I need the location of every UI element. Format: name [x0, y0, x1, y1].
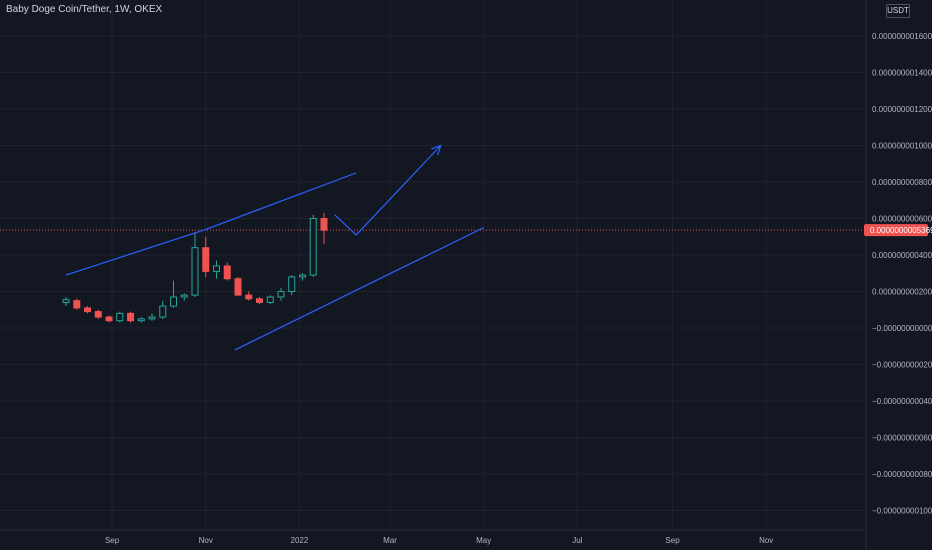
upper-channel-line[interactable]: [65, 172, 357, 276]
candle-body: [255, 298, 263, 303]
candle[interactable]: [137, 317, 145, 323]
candle-body: [62, 299, 70, 303]
candle-body: [288, 276, 296, 292]
candle-body: [309, 218, 317, 276]
candle-body: [170, 296, 178, 307]
candle-body: [73, 300, 81, 309]
time-tick-label: Nov: [199, 536, 213, 545]
time-tick-label: May: [476, 536, 491, 545]
candle[interactable]: [73, 298, 81, 310]
price-tick-label: −0.0000000008000: [872, 470, 932, 479]
time-tick-label: 2022: [291, 536, 309, 545]
candle-body: [266, 296, 274, 303]
candle[interactable]: [94, 309, 102, 319]
candle-body: [127, 312, 135, 322]
candle[interactable]: [223, 262, 231, 281]
trend-drawings[interactable]: [65, 144, 484, 351]
candle[interactable]: [255, 296, 263, 305]
time-tick-label: Sep: [105, 536, 120, 545]
price-tick-label: 0.0000000014000: [872, 69, 932, 78]
candle[interactable]: [202, 236, 210, 277]
time-tick-label: Nov: [759, 536, 773, 545]
candle-body: [234, 278, 242, 296]
candle[interactable]: [62, 296, 70, 307]
candle[interactable]: [309, 214, 317, 277]
candle-body: [320, 218, 328, 231]
projection-path[interactable]: [334, 145, 442, 236]
price-tick-label: −0.0000000010000: [872, 507, 932, 516]
candle[interactable]: [266, 295, 274, 305]
candle[interactable]: [170, 280, 178, 308]
price-tick-label: −0.0000000002000: [872, 361, 932, 370]
candle-body: [148, 316, 156, 320]
candle[interactable]: [116, 311, 124, 323]
price-tick-label: 0.0000000002000: [872, 288, 932, 297]
candlestick-series[interactable]: [62, 213, 328, 323]
candle-body: [191, 247, 199, 296]
candle[interactable]: [288, 275, 296, 296]
candle[interactable]: [127, 311, 135, 323]
candle-body: [277, 291, 285, 298]
candle-body: [94, 311, 102, 318]
last-price-tag-label: 0.0000000005369: [870, 226, 932, 235]
time-tick-label: Sep: [665, 536, 680, 545]
price-tick-label: 0.0000000008000: [872, 178, 932, 187]
candle-body: [298, 274, 306, 278]
candle-body: [245, 294, 253, 300]
price-tick-label: −0.0000000004000: [872, 397, 932, 406]
candle[interactable]: [234, 276, 242, 296]
candle[interactable]: [320, 213, 328, 245]
candle[interactable]: [105, 315, 113, 323]
price-tick-label: 0.0000000016000: [872, 32, 932, 41]
candle-body: [116, 312, 124, 322]
symbol-title: Baby Doge Coin/Tether, 1W, OKEX: [6, 4, 163, 15]
candle[interactable]: [84, 306, 92, 314]
candle[interactable]: [277, 287, 285, 301]
candle[interactable]: [245, 291, 253, 301]
candle-body: [84, 307, 92, 313]
candle[interactable]: [148, 313, 156, 321]
candle[interactable]: [298, 273, 306, 281]
candle-body: [105, 316, 113, 322]
candle[interactable]: [180, 293, 188, 301]
candle-body: [159, 305, 167, 318]
candle[interactable]: [213, 260, 220, 279]
price-tick-label: 0.0000000012000: [872, 105, 932, 114]
lower-channel-line[interactable]: [234, 227, 484, 351]
candle-body: [223, 265, 231, 280]
currency-button[interactable]: USDT: [886, 4, 910, 18]
candle-body: [202, 247, 210, 272]
time-tick-label: Jul: [572, 536, 582, 545]
candle-body: [180, 294, 188, 298]
candle-body: [213, 265, 220, 272]
price-tick-label: 0.0000000010000: [872, 142, 932, 151]
price-axis[interactable]: 0.0000000016000 0.0000000014000 0.00000000…: [865, 0, 932, 550]
last-price-tag: 0.0000000005369: [864, 224, 932, 237]
candle[interactable]: [191, 233, 199, 297]
time-tick-label: Mar: [383, 536, 397, 545]
price-tick-label: −0.0000000000000: [872, 324, 932, 333]
time-axis[interactable]: Sep Nov 2022 Mar May Jul Sep Nov: [0, 529, 866, 545]
candle[interactable]: [159, 300, 167, 319]
price-tick-label: 0.0000000004000: [872, 251, 932, 260]
price-tick-label: −0.0000000006000: [872, 434, 932, 443]
chart-grid: [0, 0, 866, 530]
projection-arrowhead[interactable]: [431, 144, 442, 156]
candle-body: [137, 318, 145, 322]
price-tick-label: 0.0000000006000: [872, 215, 932, 224]
last-price-tag-bg: [864, 224, 928, 237]
